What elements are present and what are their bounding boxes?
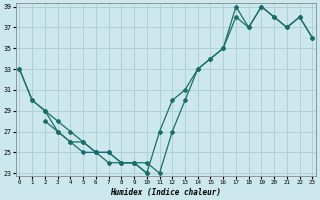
X-axis label: Humidex (Indice chaleur): Humidex (Indice chaleur) <box>110 188 221 197</box>
